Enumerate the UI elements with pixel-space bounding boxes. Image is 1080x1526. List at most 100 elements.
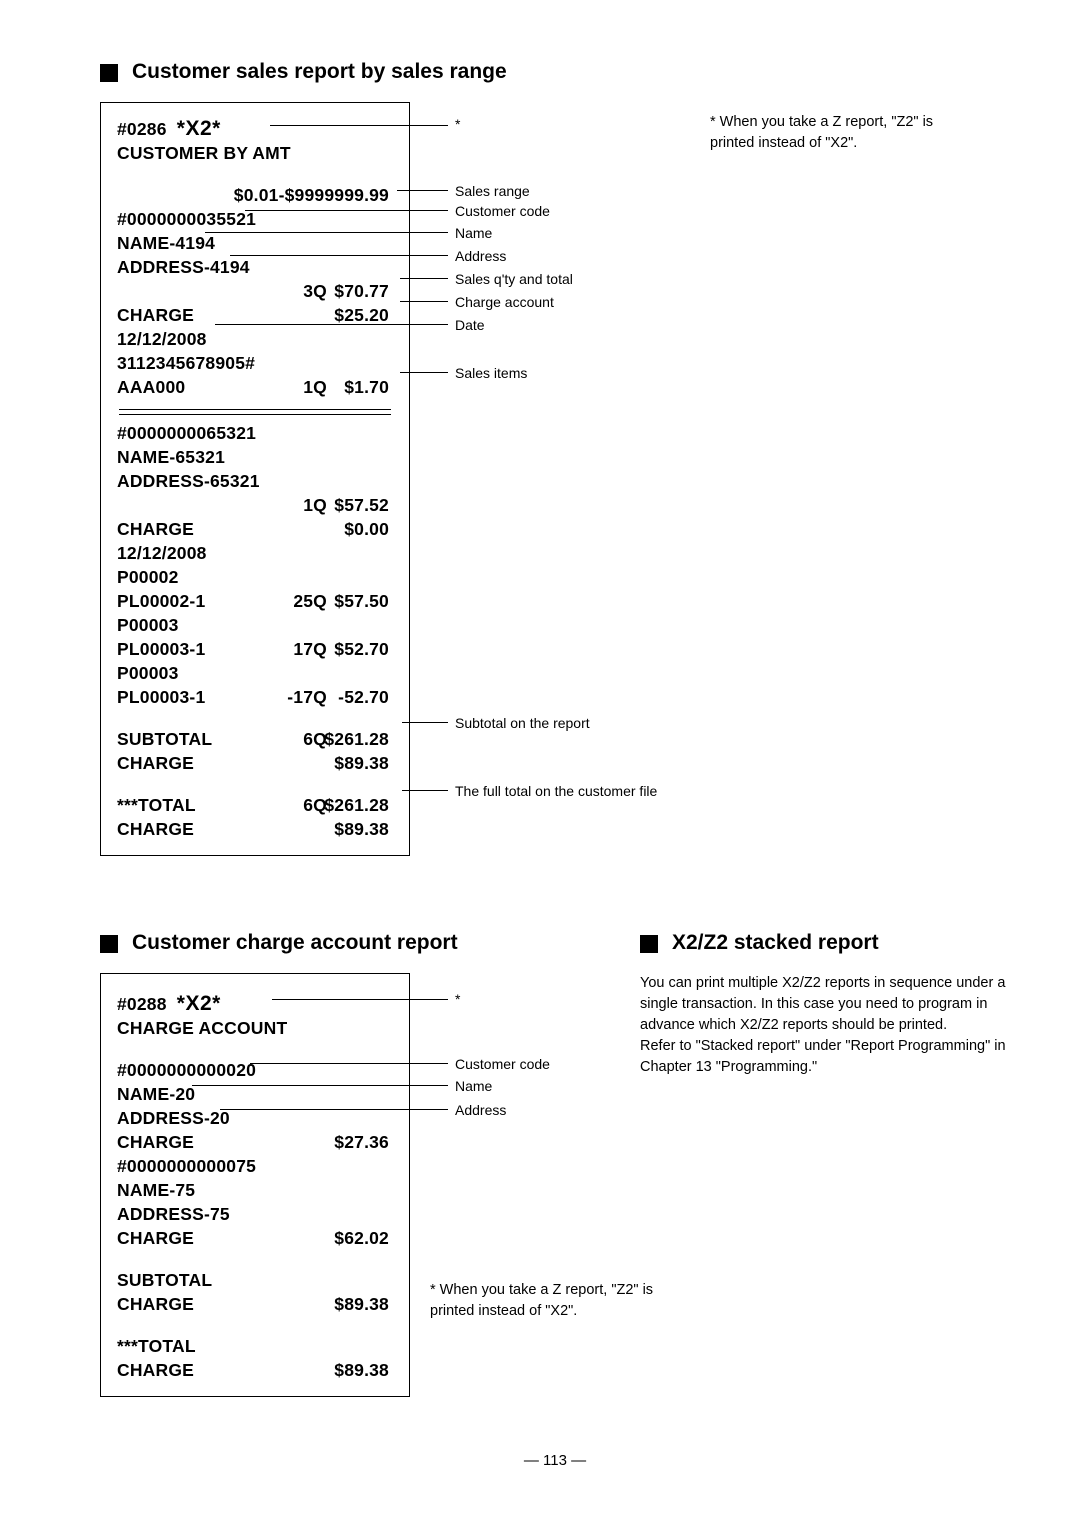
a1-subtotal: Subtotal on the report [455, 715, 590, 731]
a1-star: * [455, 116, 460, 132]
r1-range: $0.01-$9999999.99 [234, 183, 389, 207]
r1-header-sub: CUSTOMER BY AMT [117, 143, 291, 163]
r2-c1-name: NAME-20 [117, 1084, 195, 1104]
section3-title: X2/Z2 stacked report [640, 931, 1010, 955]
r1-total-qty: 6Q [277, 793, 327, 817]
p-icon: P [117, 565, 129, 589]
r2-c2-code: #0000000000075 [117, 1156, 256, 1176]
r1-total-lbl: ***TOTAL [117, 795, 196, 815]
r1-c1-total: $70.77 [334, 279, 389, 303]
r1-pl2-name: PL00002-1 [117, 591, 205, 611]
r1-c2-charge: $0.00 [344, 517, 389, 541]
r1-p3b: 00003 [129, 663, 179, 683]
r1-pl3a-amt: $52.70 [334, 637, 389, 661]
note1-block: * When you take a Z report, "Z2" is prin… [710, 112, 933, 154]
a2-name: Name [455, 1078, 492, 1094]
a1-range: Sales range [455, 183, 530, 199]
r1-c2-code: #0000000065321 [117, 423, 256, 443]
r1-c1-date: 12/12/2008 [117, 329, 207, 349]
r1-c1-item-amt: $1.70 [344, 375, 389, 399]
r1-pl2-qty: 25Q [277, 589, 327, 613]
r2-header-num: #0288 [117, 994, 167, 1014]
r1-c1-item-qty: 1Q [277, 375, 327, 399]
r1-c1-addr: ADDRESS-4194 [117, 257, 250, 277]
r2-subtotal-lbl: SUBTOTAL [117, 1270, 212, 1290]
r2-sub-charge-lbl: CHARGE [117, 1294, 194, 1314]
page-root: Customer sales report by sales range #02… [0, 0, 1080, 1509]
r1-pl3a-name: PL00003-1 [117, 639, 205, 659]
a1-salesqty: Sales q'ty and total [455, 271, 573, 287]
r1-pl2-amt: $57.50 [334, 589, 389, 613]
r1-c2-date: 12/12/2008 [117, 543, 207, 563]
r1-subtotal-lbl: SUBTOTAL [117, 729, 212, 749]
r2-total-lbl: ***TOTAL [117, 1336, 196, 1356]
r1-sub-charge-lbl: CHARGE [117, 753, 194, 773]
section3-body: You can print multiple X2/Z2 reports in … [640, 973, 1010, 1078]
note2-text: * When you take a Z report, "Z2" is prin… [430, 1280, 690, 1322]
r1-tot-charge-lbl: CHARGE [117, 819, 194, 839]
a1-name: Name [455, 225, 492, 241]
r1-pl3b-name: PL00003-1 [117, 687, 205, 707]
section3-title-text: X2/Z2 stacked report [672, 931, 879, 955]
section2-title: Customer charge account report [100, 931, 625, 955]
r1-c1-car: 3112345678905# [117, 353, 255, 373]
a1-date: Date [455, 317, 485, 333]
r2-c2-charge-lbl: CHARGE [117, 1228, 194, 1248]
r2-c1-code: #0000000000020 [117, 1060, 256, 1080]
r2-header-sub: CHARGE ACCOUNT [117, 1018, 287, 1038]
r1-c2-qty: 1Q [277, 493, 327, 517]
a1-code: Customer code [455, 203, 550, 219]
r1-c1-qty: 3Q [277, 279, 327, 303]
r1-c2-charge-lbl: CHARGE [117, 519, 194, 539]
section1-title: Customer sales report by sales range [100, 60, 1010, 84]
r1-pl3b-amt: -52.70 [338, 685, 389, 709]
a1-address: Address [455, 248, 506, 264]
p-icon: P [117, 661, 129, 685]
col-left: Customer charge account report #0288 *X2… [100, 931, 625, 1397]
r1-pl3a-qty: 17Q [277, 637, 327, 661]
r2-c2-name: NAME-75 [117, 1180, 195, 1200]
a2-address: Address [455, 1102, 506, 1118]
a1-items: Sales items [455, 365, 527, 381]
r2-tot-charge-lbl: CHARGE [117, 1360, 194, 1380]
bullet-square-icon [100, 935, 118, 953]
r1-subtotal-qty: 6Q [277, 727, 327, 751]
note1-text: * When you take a Z report, "Z2" is prin… [710, 112, 933, 154]
r1-subtotal-amt: $261.28 [324, 727, 389, 751]
section1-title-text: Customer sales report by sales range [132, 60, 507, 84]
a2-star: * [455, 991, 460, 1007]
r1-pl3b-qty: -17Q [277, 685, 327, 709]
a1-chargeacct: Charge account [455, 294, 554, 310]
r1-total-amt: $261.28 [324, 793, 389, 817]
r1-c1-name: NAME-4194 [117, 233, 215, 253]
r1-c1-code: #0000000035521 [117, 209, 256, 229]
bullet-square-icon [100, 64, 118, 82]
r1-c1-charge-lbl: CHARGE [117, 305, 194, 325]
a2-code: Customer code [455, 1056, 550, 1072]
r2-sub-charge: $89.38 [334, 1292, 389, 1316]
r2-c2-charge: $62.02 [334, 1226, 389, 1250]
r1-c2-addr: ADDRESS-65321 [117, 471, 260, 491]
p-icon: P [117, 613, 129, 637]
r1-tot-charge: $89.38 [334, 817, 389, 841]
r1-c2-name: NAME-65321 [117, 447, 225, 467]
r2-c1-charge-lbl: CHARGE [117, 1132, 194, 1152]
r2-tot-charge: $89.38 [334, 1358, 389, 1382]
r1-p3a: 00003 [129, 615, 179, 635]
r2-c1-addr: ADDRESS-20 [117, 1108, 230, 1128]
r1-sub-charge: $89.38 [334, 751, 389, 775]
r2-header-mode: *X2* [177, 992, 221, 1015]
page-footer: — 113 — [100, 1452, 1010, 1469]
receipt2: #0288 *X2* CHARGE ACCOUNT #0000000000020… [100, 973, 410, 1397]
bullet-square-icon [640, 935, 658, 953]
r1-c2-total: $57.52 [334, 493, 389, 517]
r1-c1-item: AAA000 [117, 377, 185, 397]
r2-c1-charge: $27.36 [334, 1130, 389, 1154]
r1-p2: 00002 [129, 567, 179, 587]
r1-header-mode: *X2* [177, 117, 221, 140]
receipt1: #0286 *X2* CUSTOMER BY AMT $0.01-$999999… [100, 102, 410, 856]
a1-fulltotal: The full total on the customer file [455, 783, 657, 799]
row2: Customer charge account report #0288 *X2… [100, 931, 1010, 1397]
r2-c2-addr: ADDRESS-75 [117, 1204, 230, 1224]
section2-title-text: Customer charge account report [132, 931, 458, 955]
